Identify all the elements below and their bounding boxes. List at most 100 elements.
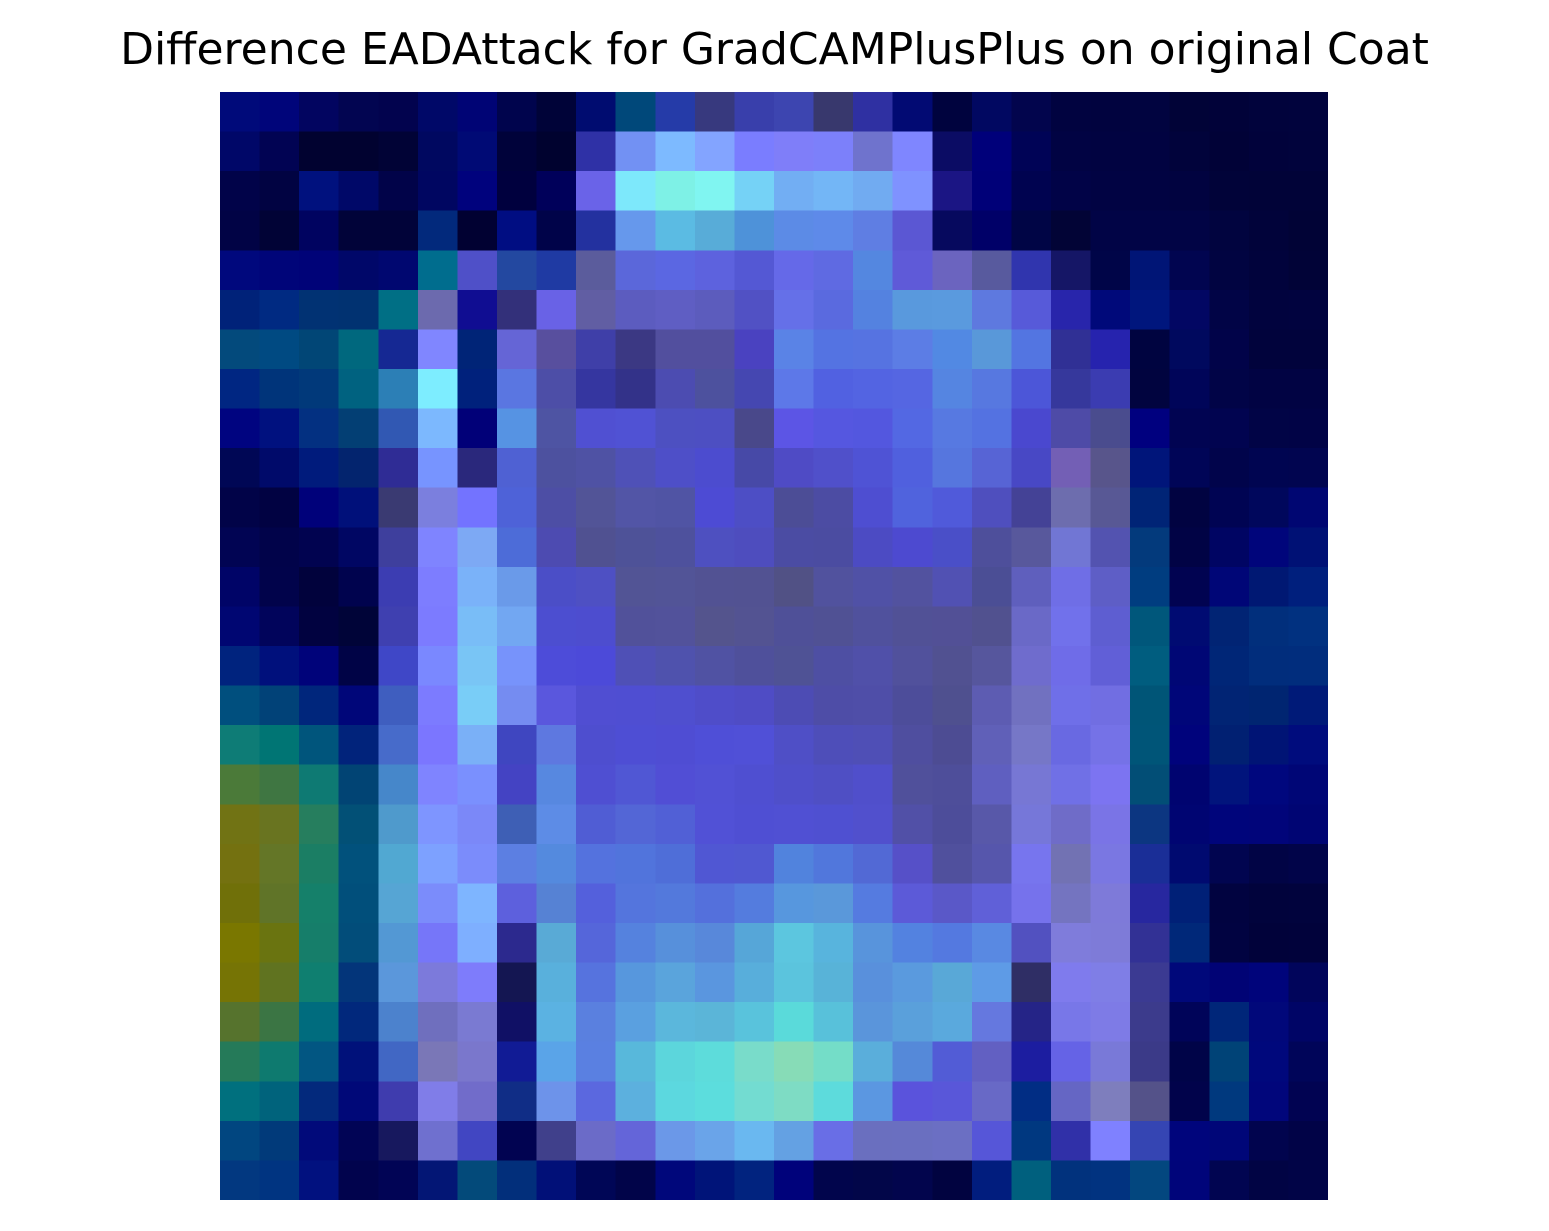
heatmap-cell (338, 1081, 380, 1122)
heatmap-cell (497, 250, 538, 291)
heatmap-cell (774, 1081, 815, 1122)
heatmap-cell (378, 131, 419, 172)
heatmap-cell (813, 606, 854, 647)
heatmap-cell (813, 1081, 854, 1122)
heatmap-cell (299, 1041, 340, 1083)
heatmap-cell (1051, 685, 1092, 726)
heatmap-cell (220, 1002, 261, 1043)
heatmap-cell (1051, 250, 1092, 291)
heatmap-cell (1248, 448, 1290, 489)
heatmap-cell (299, 606, 340, 647)
heatmap-cell (536, 566, 577, 608)
heatmap-cell (813, 487, 854, 529)
heatmap-cell (694, 329, 736, 370)
heatmap-cell (299, 1120, 340, 1162)
heatmap-cell (497, 1041, 538, 1083)
heatmap-cell (892, 250, 934, 291)
heatmap-cell (694, 131, 736, 172)
heatmap-cell (1090, 1041, 1131, 1083)
heatmap-cell (1288, 566, 1328, 608)
heatmap-cell (971, 923, 1013, 964)
heatmap-cell (1090, 92, 1131, 133)
heatmap-cell (457, 843, 498, 885)
heatmap-cell (497, 685, 538, 726)
heatmap-cell (536, 1041, 577, 1083)
heatmap-cell (774, 685, 815, 726)
heatmap-cell (259, 92, 300, 133)
heatmap-cell (813, 646, 854, 687)
heatmap-cell (378, 843, 419, 885)
heatmap-cell (813, 131, 854, 172)
heatmap-cell (813, 369, 854, 410)
heatmap-cell (536, 646, 577, 687)
heatmap-cell (378, 725, 419, 766)
heatmap-cell (1169, 448, 1211, 489)
heatmap-cell (971, 210, 1013, 252)
heatmap-cell (220, 883, 261, 924)
heatmap-cell (1011, 725, 1052, 766)
heatmap-cell (1169, 1160, 1211, 1200)
heatmap-cell (971, 289, 1013, 331)
heatmap-cell (615, 448, 657, 489)
heatmap-cell (853, 566, 894, 608)
heatmap-cell (220, 764, 261, 806)
heatmap-cell (1130, 1041, 1171, 1083)
heatmap-cell (417, 1081, 459, 1122)
heatmap-cell (1130, 883, 1171, 924)
heatmap-cell (1209, 369, 1250, 410)
heatmap-cell (457, 1120, 498, 1162)
heatmap-cell (576, 171, 617, 212)
heatmap-cell (576, 1160, 617, 1200)
heatmap-cell (457, 171, 498, 212)
heatmap-cell (1288, 289, 1328, 331)
heatmap-cell (734, 1081, 775, 1122)
heatmap-cell (615, 843, 657, 885)
heatmap-cell (655, 448, 696, 489)
heatmap-cell (576, 764, 617, 806)
heatmap-cell (1011, 408, 1052, 449)
heatmap-cell (734, 685, 775, 726)
heatmap-cell (1130, 962, 1171, 1003)
heatmap-cell (536, 408, 577, 449)
heatmap-cell (932, 1041, 973, 1083)
heatmap-cell (1169, 92, 1211, 133)
heatmap-cell (497, 448, 538, 489)
heatmap-cell (259, 448, 300, 489)
heatmap-cell (932, 646, 973, 687)
heatmap-cell (813, 289, 854, 331)
heatmap-cell (853, 527, 894, 568)
heatmap-cell (1209, 1120, 1250, 1162)
heatmap-cell (497, 606, 538, 647)
heatmap-cell (971, 1041, 1013, 1083)
heatmap-cell (734, 329, 775, 370)
heatmap-cell (299, 289, 340, 331)
heatmap-cell (338, 131, 380, 172)
heatmap-cell (220, 487, 261, 529)
heatmap-cell (971, 448, 1013, 489)
heatmap-cell (220, 329, 261, 370)
heatmap-cell (536, 725, 577, 766)
heatmap-cell (1090, 685, 1131, 726)
heatmap-cell (536, 92, 577, 133)
heatmap-cell (971, 408, 1013, 449)
heatmap-cell (615, 250, 657, 291)
heatmap-cell (338, 962, 380, 1003)
heatmap-cell (220, 843, 261, 885)
heatmap-cell (932, 606, 973, 647)
heatmap-cell (694, 448, 736, 489)
heatmap-cell (497, 843, 538, 885)
heatmap-cell (655, 725, 696, 766)
heatmap-cell (497, 883, 538, 924)
heatmap-cell (1209, 92, 1250, 133)
heatmap-cell (338, 92, 380, 133)
heatmap-cell (892, 843, 934, 885)
heatmap-cell (774, 804, 815, 845)
heatmap-cell (259, 369, 300, 410)
heatmap-cell (299, 131, 340, 172)
heatmap-cell (615, 369, 657, 410)
heatmap-cell (853, 369, 894, 410)
heatmap-cell (497, 646, 538, 687)
heatmap-cell (299, 408, 340, 449)
heatmap-cell (1169, 369, 1211, 410)
heatmap-cell (655, 171, 696, 212)
